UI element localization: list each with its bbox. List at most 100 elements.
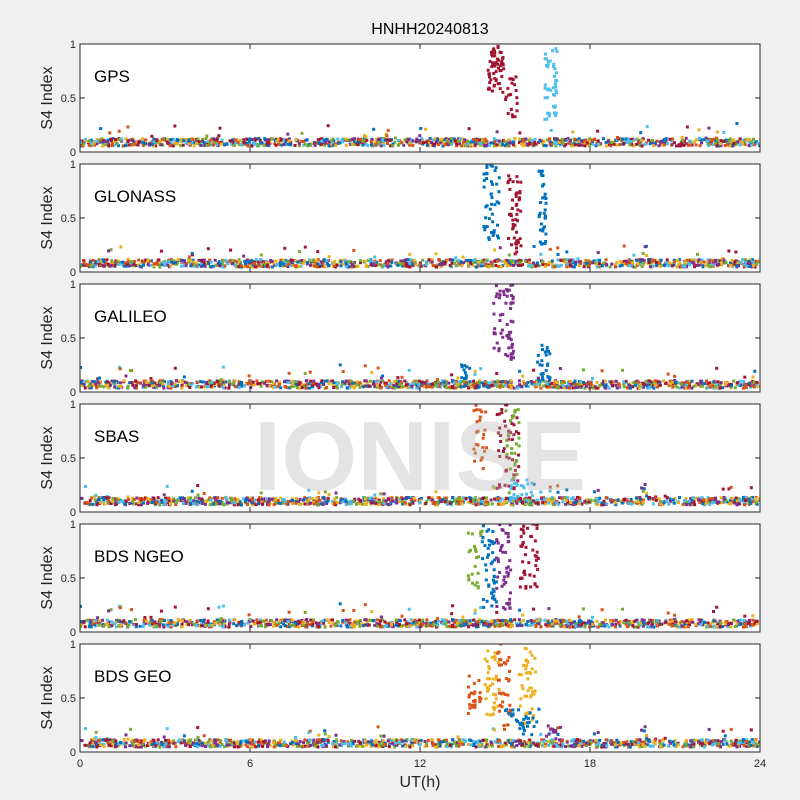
scatter-point: [126, 495, 130, 499]
scatter-point: [709, 142, 713, 146]
scatter-point: [248, 499, 252, 503]
scatter-point: [732, 141, 736, 145]
scatter-point: [475, 420, 479, 424]
scatter-point: [189, 259, 193, 263]
scatter-point: [212, 142, 216, 146]
scatter-point: [470, 385, 474, 389]
scatter-point: [352, 248, 356, 252]
scatter-point: [424, 127, 428, 131]
scatter-point: [491, 233, 495, 237]
scatter-point: [546, 263, 550, 267]
scatter-point: [181, 143, 185, 147]
scatter-point: [643, 142, 647, 146]
scatter-point: [463, 138, 467, 142]
scatter-point: [256, 382, 260, 386]
scatter-point: [227, 380, 231, 384]
scatter-point: [585, 382, 589, 386]
scatter-point: [574, 498, 578, 502]
scatter-point: [88, 499, 92, 503]
scatter-point: [546, 59, 550, 63]
scatter-point: [565, 262, 569, 266]
scatter-point: [505, 452, 509, 456]
scatter-point: [267, 265, 271, 269]
scatter-point: [185, 381, 189, 385]
scatter-point: [398, 380, 401, 384]
scatter-point: [502, 289, 506, 293]
scatter-point: [651, 497, 655, 501]
scatter-point: [541, 174, 545, 177]
scatter-point: [372, 500, 376, 504]
scatter-point: [715, 130, 719, 134]
scatter-point: [498, 141, 502, 145]
scatter-point: [159, 249, 163, 253]
scatter-point: [408, 253, 412, 257]
scatter-point: [138, 264, 142, 268]
scatter-point: [436, 263, 440, 267]
scatter-point: [189, 502, 193, 506]
scatter-point: [207, 262, 211, 266]
scatter-point: [699, 379, 703, 383]
scatter-point: [341, 370, 345, 373]
scatter-point: [640, 618, 644, 622]
scatter-point: [665, 261, 669, 265]
scatter-point: [454, 264, 458, 268]
scatter-point: [237, 142, 241, 146]
scatter-point: [327, 493, 331, 496]
scatter-point: [463, 364, 467, 368]
scatter-point: [732, 379, 736, 383]
scatter-point: [125, 142, 129, 146]
scatter-point: [622, 260, 626, 264]
scatter-point: [665, 496, 669, 500]
scatter-point: [169, 380, 173, 384]
scatter-point: [525, 498, 529, 502]
scatter-point: [379, 386, 383, 390]
scatter-point: [181, 264, 185, 268]
scatter-point: [499, 434, 503, 437]
scatter-point: [650, 385, 654, 389]
scatter-point: [341, 262, 345, 266]
scatter-point: [99, 127, 103, 131]
scatter-point: [155, 138, 159, 142]
scatter-point: [548, 376, 552, 380]
scatter-point: [249, 496, 253, 500]
scatter-point: [142, 498, 146, 502]
scatter-point: [517, 379, 521, 383]
scatter-point: [501, 63, 505, 67]
scatter-point: [642, 487, 646, 491]
scatter-point: [352, 137, 356, 141]
scatter-point: [308, 370, 312, 374]
scatter-point: [729, 139, 733, 143]
scatter-point: [639, 382, 643, 386]
scatter-point: [509, 284, 513, 287]
scatter-point: [537, 141, 540, 144]
scatter-point: [175, 499, 179, 503]
scatter-point: [708, 385, 712, 389]
scatter-point: [456, 385, 460, 389]
scatter-point: [325, 386, 329, 390]
scatter-point: [554, 114, 558, 117]
scatter-point: [472, 498, 475, 502]
scatter-point: [89, 138, 93, 142]
scatter-point: [569, 501, 573, 504]
scatter-point: [96, 377, 100, 381]
scatter-point: [332, 386, 336, 389]
scatter-point: [303, 142, 307, 146]
scatter-point: [728, 501, 732, 505]
scatter-point: [343, 259, 347, 263]
scatter-point: [510, 385, 514, 389]
scatter-point: [255, 379, 259, 383]
scatter-point: [578, 499, 582, 503]
scatter-point: [662, 501, 666, 505]
scatter-point: [632, 253, 636, 257]
scatter-point: [538, 139, 542, 143]
scatter-point: [444, 496, 448, 500]
scatter-point: [192, 502, 196, 506]
scatter-point: [354, 143, 358, 146]
scatter-point: [728, 137, 732, 141]
scatter-point: [484, 502, 488, 506]
scatter-point: [159, 143, 163, 147]
scatter-point: [576, 257, 580, 261]
scatter-point: [507, 491, 511, 495]
scatter-point: [408, 141, 412, 145]
scatter-point: [587, 264, 591, 267]
